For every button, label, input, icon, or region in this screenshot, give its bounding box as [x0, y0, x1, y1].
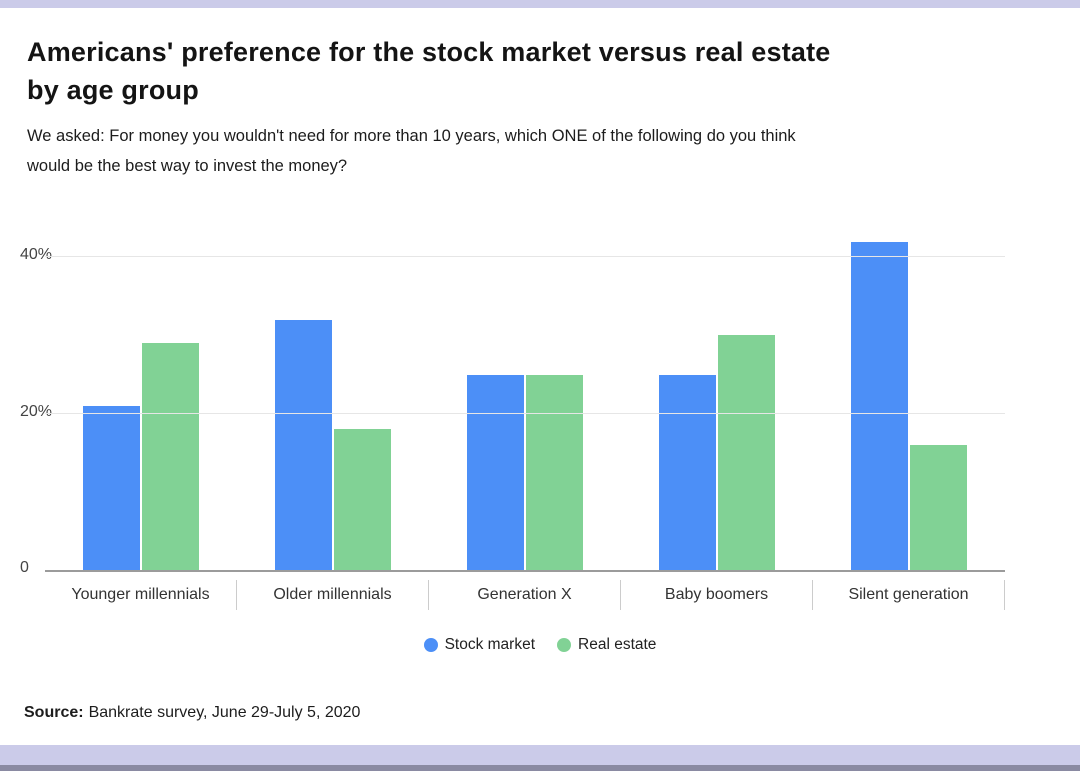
x-axis-label-younger-millennials: Younger millennials	[45, 580, 237, 610]
plot-area	[45, 226, 1005, 572]
y-axis: 0 20% 40%	[20, 226, 60, 576]
bar-real-estate	[334, 429, 391, 570]
bar-stock-market	[851, 241, 908, 570]
bars-container	[45, 226, 1005, 570]
legend-label: Real estate	[578, 636, 657, 653]
legend-label: Stock market	[444, 636, 536, 653]
y-tick-label: 20%	[20, 402, 53, 420]
x-axis-label-baby-boomers: Baby boomers	[621, 580, 813, 610]
legend-dot	[423, 638, 438, 652]
x-axis-label-silent-generation: Silent generation	[813, 580, 1005, 610]
chart-subtitle: We asked: For money you wouldn't need fo…	[27, 121, 796, 181]
bar-group-baby-boomers	[621, 226, 813, 570]
chart-title: Americans' preference for the stock mark…	[27, 33, 831, 109]
bar-group-younger-millennials	[45, 226, 237, 570]
bar-real-estate	[526, 374, 583, 570]
bar-stock-market	[275, 319, 332, 570]
bar-real-estate	[718, 335, 775, 570]
gridline-40	[45, 256, 1005, 258]
legend: Stock market Real estate	[0, 636, 1080, 654]
legend-dot	[557, 638, 572, 652]
x-axis-labels: Younger millennials Older millennials Gene…	[45, 580, 1005, 610]
x-axis-label-generation-x: Generation X	[429, 580, 621, 610]
bar-stock-market	[83, 405, 140, 570]
gridline-20	[45, 412, 1005, 414]
bar-real-estate	[910, 444, 967, 570]
bar-stock-market	[467, 374, 524, 570]
window-bottom-edge	[0, 765, 1080, 771]
x-axis-label-older-millennials: Older millennials	[237, 580, 429, 610]
bar-group-older-millennials	[237, 226, 429, 570]
bar-real-estate	[142, 343, 199, 570]
y-tick-label: 40%	[20, 246, 53, 264]
source-line: Source: Bankrate survey, June 29-July 5, …	[24, 704, 360, 722]
bar-group-generation-x	[429, 226, 621, 570]
window-bottom-strip	[0, 745, 1080, 765]
source-text: Bankrate survey, June 29-July 5, 2020	[88, 704, 361, 721]
window-top-strip	[0, 0, 1080, 8]
chart-subtitle-line1: We asked: For money you wouldn't need fo…	[27, 127, 796, 145]
source-label: Source:	[24, 704, 84, 721]
chart-title-line2: by age group	[27, 75, 199, 105]
y-tick-label: 0	[20, 559, 29, 576]
chart-title-line1: Americans' preference for the stock mark…	[27, 37, 831, 67]
bar-group-silent-generation	[813, 226, 1005, 570]
legend-item-stock-market: Stock market	[423, 636, 536, 654]
chart-subtitle-line2: would be the best way to invest the mone…	[27, 157, 348, 175]
bar-stock-market	[659, 374, 716, 570]
legend-item-real-estate: Real estate	[557, 636, 656, 654]
